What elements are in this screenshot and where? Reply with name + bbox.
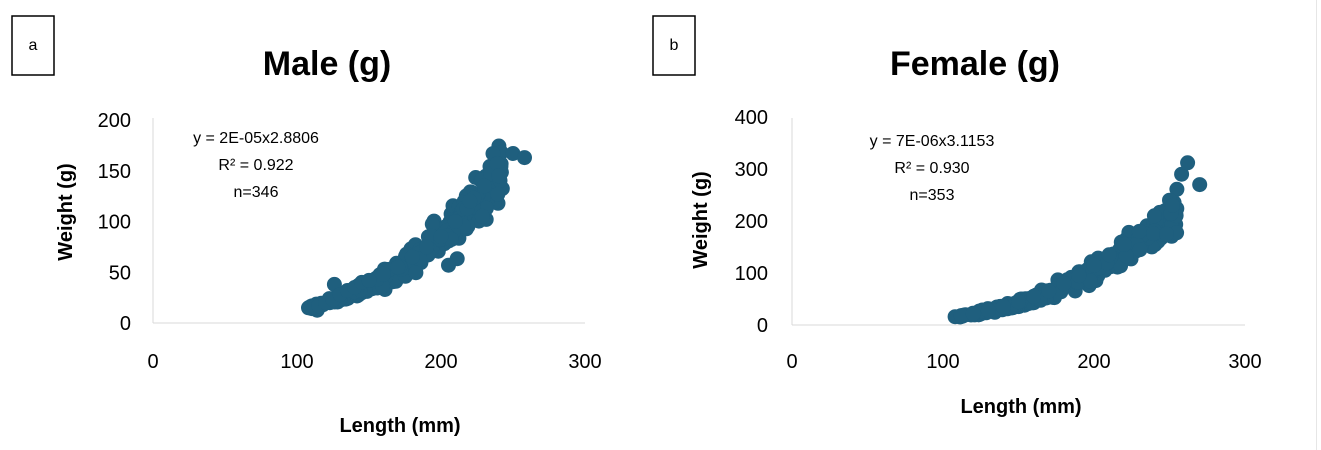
data-point (1165, 197, 1180, 213)
y-ticks-b: 0 100 200 300 400 (735, 107, 768, 337)
data-point (474, 208, 490, 224)
y-tick-label: 400 (735, 107, 768, 129)
x-ticks-a: 0 100 200 300 (147, 351, 601, 373)
data-point (476, 178, 492, 194)
y-tick-label: 200 (735, 211, 768, 233)
x-tick-label: 0 (786, 351, 797, 373)
data-point (1180, 155, 1196, 171)
y-tick-label: 50 (109, 262, 131, 284)
data-point (361, 272, 377, 288)
scatter-points-b (947, 155, 1208, 325)
data-point (517, 150, 532, 166)
x-axis-label-a: Length (mm) (339, 415, 460, 437)
r-squared-b: R² = 0.930 (894, 160, 969, 177)
data-point (491, 168, 507, 184)
y-tick-label: 100 (735, 263, 768, 285)
x-tick-label: 300 (1228, 351, 1261, 373)
x-tick-label: 0 (147, 351, 158, 373)
scatter-points-a (301, 138, 532, 318)
data-point (1132, 242, 1148, 258)
y-tick-label: 300 (735, 159, 768, 181)
data-point (1026, 288, 1042, 304)
data-point (1192, 177, 1208, 193)
data-point (1159, 226, 1174, 242)
data-point (424, 216, 440, 232)
data-point (1146, 208, 1162, 224)
panel-b: b Female (g) 0 100 200 300 400 0 100 200 300 We… (652, 15, 1262, 418)
sample-size-a: n=346 (234, 184, 279, 201)
data-point (408, 265, 424, 281)
data-point (490, 186, 506, 202)
data-point (505, 146, 521, 161)
r-squared-a: R² = 0.922 (218, 157, 293, 174)
data-point (433, 229, 449, 245)
equation-a: y = 2E-05x2.8806 (193, 130, 319, 147)
data-point (1086, 257, 1102, 273)
panel-label-box-a (11, 15, 55, 76)
x-ticks-b: 0 100 200 300 (786, 351, 1261, 373)
x-tick-label: 200 (424, 351, 457, 373)
data-point (1131, 223, 1147, 239)
y-tick-label: 150 (98, 161, 131, 183)
data-point (1145, 226, 1161, 242)
data-point (1118, 248, 1134, 264)
data-point (965, 306, 981, 322)
y-axis-label-a: Weight (g) (55, 163, 77, 260)
data-point (404, 249, 420, 265)
panel-a: a Male (g) 0 50 100 150 200 0 100 200 300 Weigh… (11, 15, 602, 437)
x-tick-label: 200 (1077, 351, 1110, 373)
data-point (462, 193, 478, 209)
x-tick-label: 100 (280, 351, 313, 373)
data-point (995, 299, 1011, 315)
x-tick-label: 100 (926, 351, 959, 373)
data-point (447, 214, 463, 229)
equation-b: y = 7E-06x3.1153 (870, 133, 995, 150)
data-point (1082, 273, 1098, 289)
data-point (390, 259, 406, 275)
data-point (1041, 283, 1057, 299)
data-point (419, 239, 435, 255)
y-axis-label-b: Weight (g) (690, 171, 712, 268)
chart-title-a: Male (g) (263, 45, 391, 83)
x-axis-label-b: Length (mm) (960, 396, 1081, 418)
y-tick-label: 0 (757, 315, 768, 337)
right-edge-divider (1316, 0, 1317, 450)
data-point (953, 308, 969, 324)
data-point (1071, 268, 1087, 284)
panel-label-a: a (29, 37, 38, 54)
data-point (441, 257, 456, 273)
data-point (1169, 181, 1185, 197)
sample-size-b: n=353 (910, 187, 955, 204)
data-point (980, 302, 996, 318)
y-tick-label: 200 (98, 110, 131, 132)
data-point (489, 156, 505, 172)
chart-title-b: Female (g) (890, 45, 1060, 83)
y-ticks-a: 0 50 100 150 200 (98, 110, 131, 335)
y-tick-label: 100 (98, 212, 131, 234)
y-tick-label: 0 (120, 313, 131, 335)
panel-label-box-b (652, 15, 696, 76)
data-point (1056, 275, 1072, 291)
data-point (1101, 247, 1117, 263)
x-tick-label: 300 (568, 351, 601, 373)
data-point (375, 266, 391, 282)
data-point (1011, 294, 1026, 310)
panel-label-b: b (670, 37, 679, 54)
data-point (1174, 166, 1190, 182)
data-point (1116, 236, 1132, 252)
